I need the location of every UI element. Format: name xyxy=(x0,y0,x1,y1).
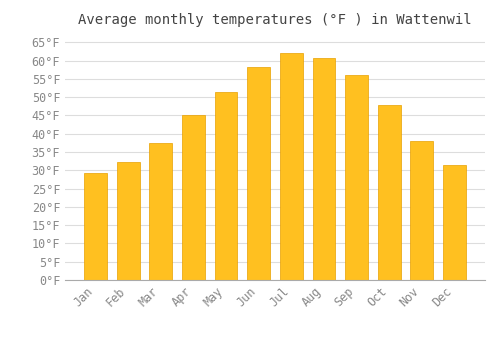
Bar xyxy=(248,67,270,280)
Bar xyxy=(345,75,368,280)
Bar xyxy=(280,52,302,280)
Bar xyxy=(410,141,434,280)
Bar xyxy=(182,116,205,280)
Bar xyxy=(84,173,107,280)
Bar xyxy=(214,92,238,280)
Bar xyxy=(443,165,466,280)
Bar xyxy=(312,58,336,280)
Bar xyxy=(378,105,400,280)
Bar xyxy=(150,143,172,280)
Bar xyxy=(116,162,140,280)
Title: Average monthly temperatures (°F ) in Wattenwil: Average monthly temperatures (°F ) in Wa… xyxy=(78,13,472,27)
